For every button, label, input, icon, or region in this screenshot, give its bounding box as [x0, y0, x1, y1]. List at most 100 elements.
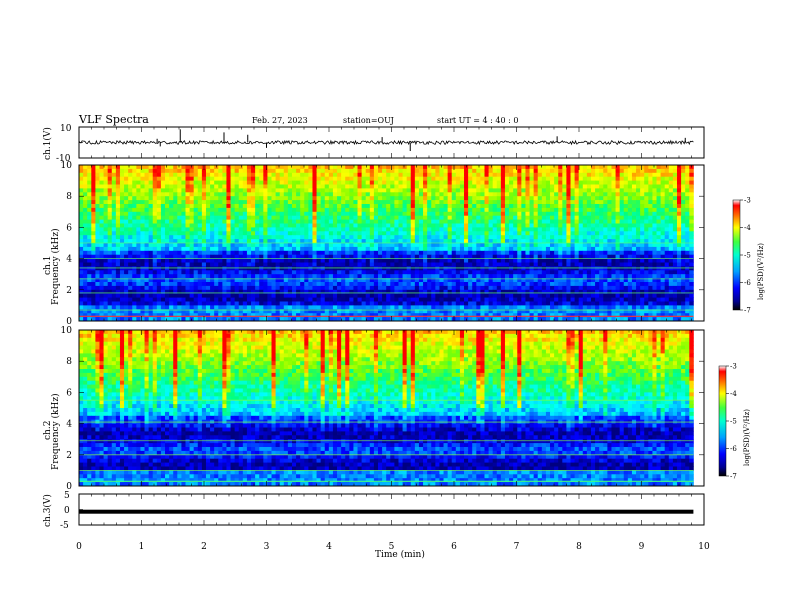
spectrogram-cell [242, 285, 248, 291]
spectrogram-cell [107, 239, 113, 244]
spectrogram-cell [382, 235, 387, 240]
spectrogram-cell [87, 211, 92, 217]
spectrogram-cell [316, 227, 322, 232]
spectrogram-cell [427, 200, 432, 205]
spectrogram-cell [377, 278, 383, 283]
spectrogram-cell [251, 168, 256, 174]
spectrogram-cell [332, 204, 338, 209]
spectrogram-cell [627, 196, 633, 201]
spectrogram-cell [640, 266, 645, 271]
spectrogram-cell [529, 165, 535, 170]
spectrogram-cell [124, 219, 129, 224]
spectrogram-cell [152, 227, 158, 232]
spectrogram-cell [427, 282, 432, 287]
spectrogram-cell [672, 168, 678, 174]
spectrogram-cell [291, 246, 297, 252]
spectrogram-cell [263, 258, 268, 263]
spectrogram-cell [607, 258, 612, 263]
spectrogram-cell [197, 200, 203, 205]
spectrogram-cell [361, 254, 367, 259]
spectrogram-cell [312, 223, 317, 228]
spectrogram-cell [586, 211, 592, 217]
spectrogram-cell [128, 231, 133, 236]
spectrogram-cell [607, 235, 612, 240]
spectrogram-cell [521, 172, 526, 178]
spectrogram-cell [304, 184, 309, 189]
spectrogram-cell [406, 192, 412, 197]
spectrogram-cell [115, 207, 121, 213]
spectrogram-cell [623, 188, 629, 193]
spectrogram-cell [152, 243, 158, 248]
spectrogram-cell [152, 176, 158, 181]
spectrogram-cell [251, 196, 256, 201]
spectrogram-cell [652, 180, 657, 185]
spectrogram-cell [238, 258, 244, 263]
spectrogram-cell [361, 289, 367, 295]
spectrogram-cell [91, 270, 96, 275]
spectrogram-cell [660, 168, 666, 174]
spectrogram-cell [316, 184, 322, 189]
spectrogram-cell [242, 207, 248, 213]
spectrogram-cell [586, 172, 592, 178]
spectrogram-cell [283, 231, 289, 236]
spectrogram-cell [664, 192, 670, 197]
spectrogram-cell [214, 235, 219, 240]
spectrogram-cell [226, 200, 231, 205]
spectrogram-cell [464, 219, 469, 224]
spectrogram-cell [435, 243, 440, 248]
spectrogram-cell [107, 192, 113, 197]
spectrogram-cell [152, 172, 158, 178]
spectrogram-cell [156, 176, 162, 181]
spectrogram-cell [222, 184, 227, 189]
spectrogram-cell [242, 243, 248, 248]
spectrogram-cell [181, 188, 186, 193]
spectrogram-cell [103, 250, 109, 256]
spectrogram-cell [423, 223, 428, 228]
spectrogram-cell [365, 262, 371, 267]
spectrogram-cell [574, 168, 580, 174]
spectrogram-cell [238, 274, 244, 279]
spectrogram-cell [443, 215, 449, 220]
spectrogram-cell [132, 250, 137, 256]
spectrogram-cell [447, 207, 453, 213]
spectrogram-cell [668, 165, 674, 170]
spectrogram-cell [664, 172, 670, 178]
spectrogram-cell [214, 172, 219, 178]
spectrogram-cell [525, 227, 530, 232]
spectrogram-cell [377, 227, 383, 232]
spectrogram-cell [222, 204, 227, 209]
spectrogram-cell [558, 227, 563, 232]
spectrogram-cell [160, 254, 166, 259]
spectrogram-cell [320, 168, 326, 174]
spectrogram-cell [402, 184, 408, 189]
spectrogram-cell [316, 204, 322, 209]
spectrogram-cell [296, 192, 301, 197]
spectrogram-cell [251, 184, 256, 189]
spectrogram-cell [267, 192, 272, 197]
spectrogram-cell [222, 215, 227, 220]
spectrogram-cell [451, 239, 457, 244]
spectrogram-cell [201, 196, 207, 201]
spectrogram-cell [513, 274, 518, 279]
spectrogram-cell [144, 262, 150, 267]
spectrogram-cell [373, 223, 379, 228]
spectrogram-cell [111, 250, 117, 256]
spectrogram-cell [427, 266, 432, 271]
spectrogram-cell [447, 165, 453, 170]
spectrogram-cell [631, 192, 637, 197]
spectrogram-cell [468, 172, 473, 178]
spectrogram-cell [156, 282, 162, 287]
spectrogram-cell [394, 285, 399, 291]
spectrogram-cell [504, 207, 510, 213]
spectrogram-cell [423, 176, 428, 181]
spectrogram-cell [312, 207, 317, 213]
spectrogram-cell [156, 239, 162, 244]
spectrogram-cell [337, 246, 342, 252]
spectrogram-cell [201, 274, 207, 279]
spectrogram-cell [222, 227, 227, 232]
spectrogram-cell [664, 262, 670, 267]
spectrogram-cell [623, 239, 629, 244]
spectrogram-cell [332, 235, 338, 240]
spectrogram-cell [226, 219, 231, 224]
spectrogram-cell [590, 196, 596, 201]
